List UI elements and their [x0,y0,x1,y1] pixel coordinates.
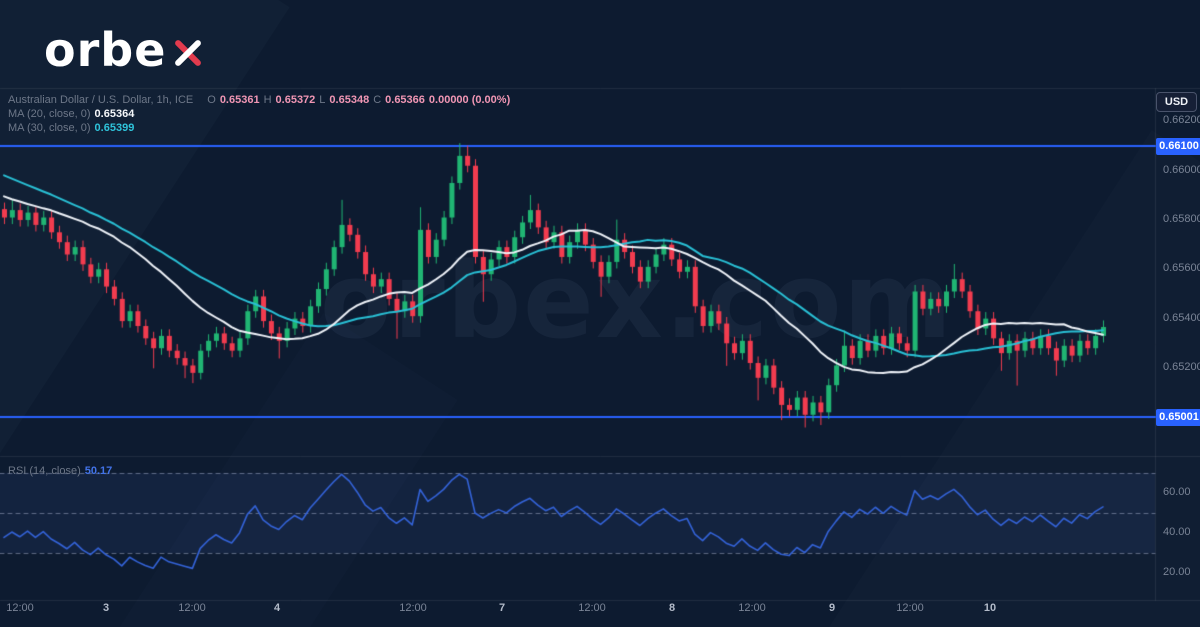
currency-badge[interactable]: USD [1156,92,1197,112]
orbex-logo-x-icon [170,35,206,71]
low-value: 0.65348 [329,94,370,106]
ma20-row[interactable]: MA (20, close, 0) 0.65364 [8,107,510,121]
high-value: 0.65372 [275,94,316,106]
open-value: 0.65361 [219,94,260,106]
ma30-row[interactable]: MA (30, close, 0) 0.65399 [8,121,510,135]
rsi-value: 50.17 [84,465,113,477]
rsi-label: RSI (14, close) [8,465,81,477]
orbex-logo-text: orbe [44,23,167,77]
symbol-title: Australian Dollar / U.S. Dollar, 1h, ICE [8,94,194,106]
ma20-value: 0.65364 [94,108,135,120]
close-value: 0.65366 [385,94,425,106]
symbol-row[interactable]: Australian Dollar / U.S. Dollar, 1h, ICE… [8,94,511,106]
change-value: 0.00000 (0.00%) [428,94,511,106]
chart-legend: Australian Dollar / U.S. Dollar, 1h, ICE… [8,93,510,135]
ma30-label: MA (30, close, 0) [8,122,91,134]
orbex-logo: orbe [44,22,206,78]
ma20-label: MA (20, close, 0) [8,108,91,120]
ma30-value: 0.65399 [94,122,135,134]
rsi-legend[interactable]: RSI (14, close) 50.17 [8,464,112,478]
